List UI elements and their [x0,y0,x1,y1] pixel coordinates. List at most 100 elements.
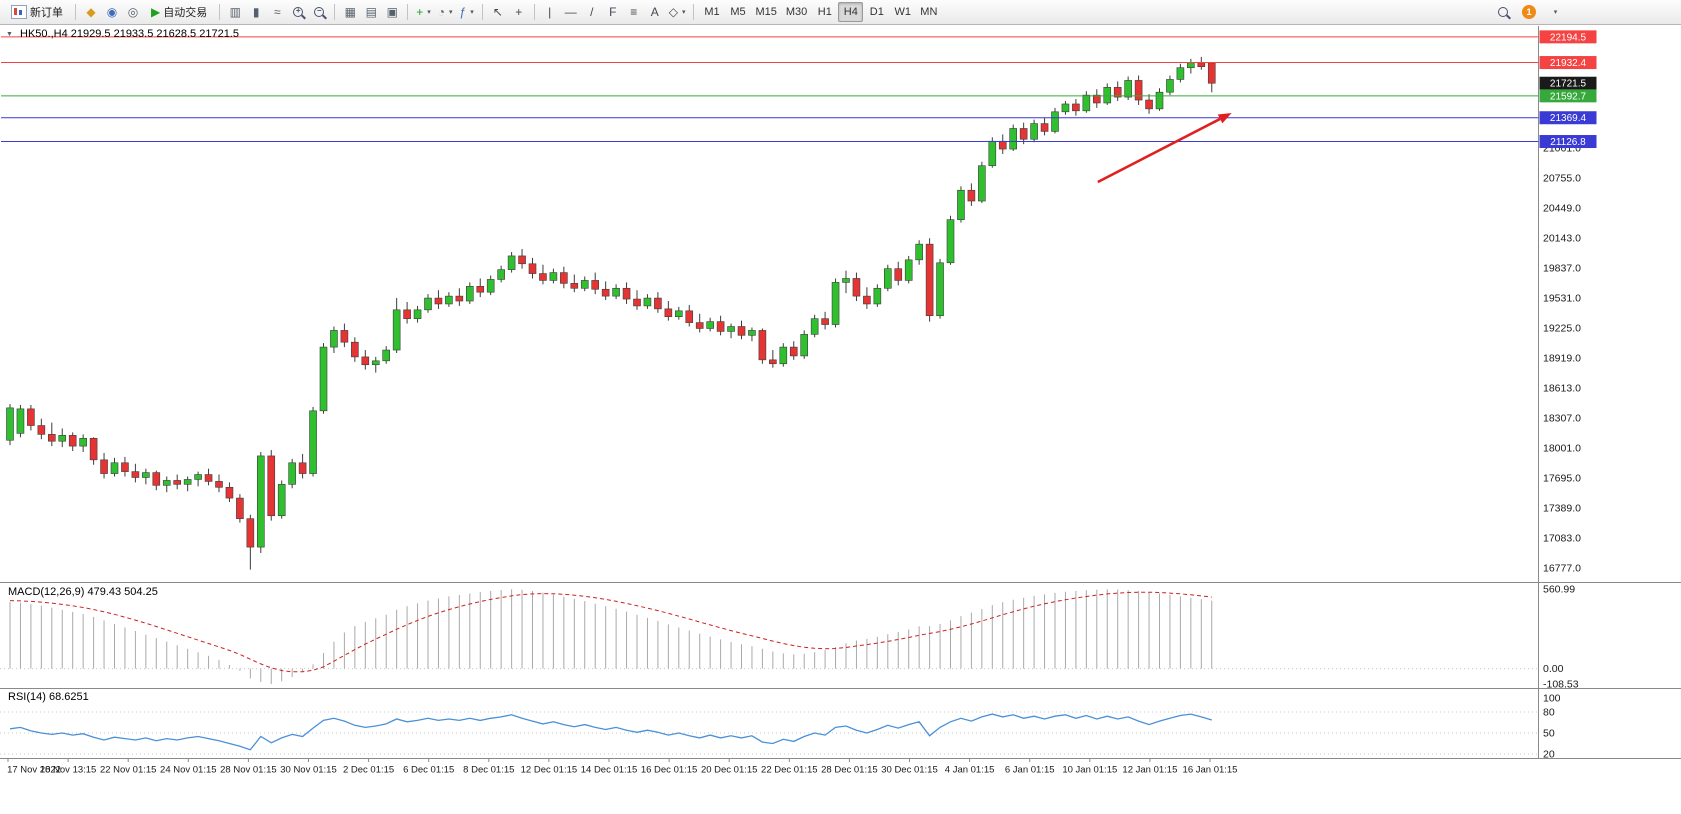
trend-arrow[interactable] [1097,112,1232,184]
x-axis-label: 14 Dec 01:15 [581,765,638,776]
fibonacci-button[interactable]: F [603,2,623,22]
label-tool-button[interactable]: A [645,2,665,22]
candle [560,266,568,289]
candle [601,281,610,301]
price-level-badge[interactable]: 21369.4 [1539,111,1597,125]
candle [810,314,819,338]
y-axis-tick: 19531.0 [1543,292,1581,304]
new-chart-button[interactable]: + ▾ [413,2,434,22]
indicators-icon: ƒ [459,5,467,19]
bar-chart-icon: ▥ [229,5,241,19]
zoom-out-button[interactable]: − [309,2,329,22]
autotrading-button[interactable]: ▶ 自动交易 [144,2,214,22]
candle [37,418,46,440]
text-tool-button[interactable]: ≡ [624,2,644,22]
candle [79,434,87,452]
candle [424,294,432,313]
candle [319,343,328,414]
zoom-in-button[interactable]: + [288,2,308,22]
new-order-button[interactable]: 新订单 [4,2,70,22]
price-level-badge[interactable]: 21721.5 [1539,76,1597,90]
candle [1009,124,1018,152]
timeframe-button-m15[interactable]: M15 [751,2,780,22]
y-axis-tick: 16777.0 [1543,562,1581,574]
candle [58,428,67,448]
help-button[interactable]: ◎ [123,2,143,22]
one-click-trading-toggle[interactable]: ▼ [6,31,13,38]
timeframe-button-m5[interactable]: M5 [725,2,750,22]
tile-windows-button[interactable]: ▦ [340,2,360,22]
timeframe-button-h1[interactable]: H1 [812,2,837,22]
candle [6,403,14,446]
y-axis-tick: 18919.0 [1543,352,1581,364]
cursor-button[interactable]: ↖ [488,2,508,22]
notification-badge[interactable]: 1 [1522,5,1536,19]
vertical-line-icon: | [548,5,552,19]
candle [100,452,108,479]
y-axis-tick: 20449.0 [1543,202,1581,214]
candle [455,288,464,306]
fibonacci-icon: F [609,5,617,19]
timeframe-button-m1[interactable]: M1 [699,2,724,22]
price-level-badge[interactable]: 21126.8 [1539,135,1597,149]
autotrading-play-icon: ▶ [151,5,161,19]
chevron-down-icon: ▾ [1553,9,1558,16]
candle [194,471,202,487]
price-level-badge[interactable]: 22194.5 [1539,30,1597,44]
profiles-button[interactable]: ▣ [382,2,402,22]
metaquotes-icon: ◆ [86,5,96,19]
candle [957,186,965,223]
candle [162,476,171,493]
candle [445,292,453,307]
tile-windows-icon: ▦ [344,5,356,19]
candle [340,323,349,348]
timeframe-button-w1[interactable]: W1 [890,2,915,22]
timeframe-button-h4[interactable]: H4 [838,2,864,22]
x-axis-label: 12 Dec 01:15 [521,765,578,776]
timeframe-group: M1 M5 M15 M30 H1 H4 D1 W1 MN [699,2,941,22]
bar-chart-button[interactable]: ▥ [225,2,245,22]
shapes-icon: ◇ [668,5,678,19]
candle [131,463,140,483]
rsi-axis-tick: 80 [1543,707,1555,719]
shapes-button[interactable]: ◇ ▾ [666,2,689,22]
candle [643,294,652,309]
candle [633,290,641,310]
timeframe-button-d1[interactable]: D1 [864,2,889,22]
candle [936,258,944,319]
candle [173,474,181,490]
line-chart-button[interactable]: ≈ [267,2,287,22]
metaquotes-button[interactable]: ◆ [81,2,101,22]
horizontal-line-icon: — [564,5,577,19]
timeframe-button-mn[interactable]: MN [916,2,941,22]
cascade-windows-button[interactable]: ▤ [361,2,381,22]
horizontal-line-button[interactable]: — [561,2,581,22]
timeframe-button-m30[interactable]: M30 [782,2,811,22]
new-chart-icon: + [416,5,424,19]
candle [47,422,56,447]
crosshair-button[interactable]: + [509,2,529,22]
candle [277,480,286,519]
price-level-badge[interactable]: 21932.4 [1539,56,1597,70]
price-level-badge[interactable]: 21592.7 [1539,89,1597,103]
candle [497,265,505,283]
toolbar-more-button[interactable]: ▾ [1545,2,1565,22]
period-button[interactable]: ◔ ▾ [435,2,456,22]
candle [246,514,255,570]
macd-label: MACD(12,26,9) 479.43 504.25 [8,586,158,598]
cursor-icon: ↖ [492,5,503,19]
svg-text:22194.5: 22194.5 [1550,32,1587,43]
y-axis-tick: 18001.0 [1543,442,1581,454]
community-button[interactable]: ◉ [102,2,122,22]
indicators-button[interactable]: ƒ ▾ [457,2,477,22]
toolbar-separator [693,4,695,20]
candlestick-chart-button[interactable]: ▮ [246,2,266,22]
y-axis: 21061.020755.020449.020143.019837.019531… [1543,142,1581,574]
candle [622,282,631,304]
trendline-button[interactable]: / [582,2,602,22]
zoom-out-icon: − [314,6,325,17]
search-button[interactable] [1493,2,1513,22]
vertical-line-button[interactable]: | [540,2,560,22]
toolbar-right-group: 1 ▾ [1493,2,1565,22]
